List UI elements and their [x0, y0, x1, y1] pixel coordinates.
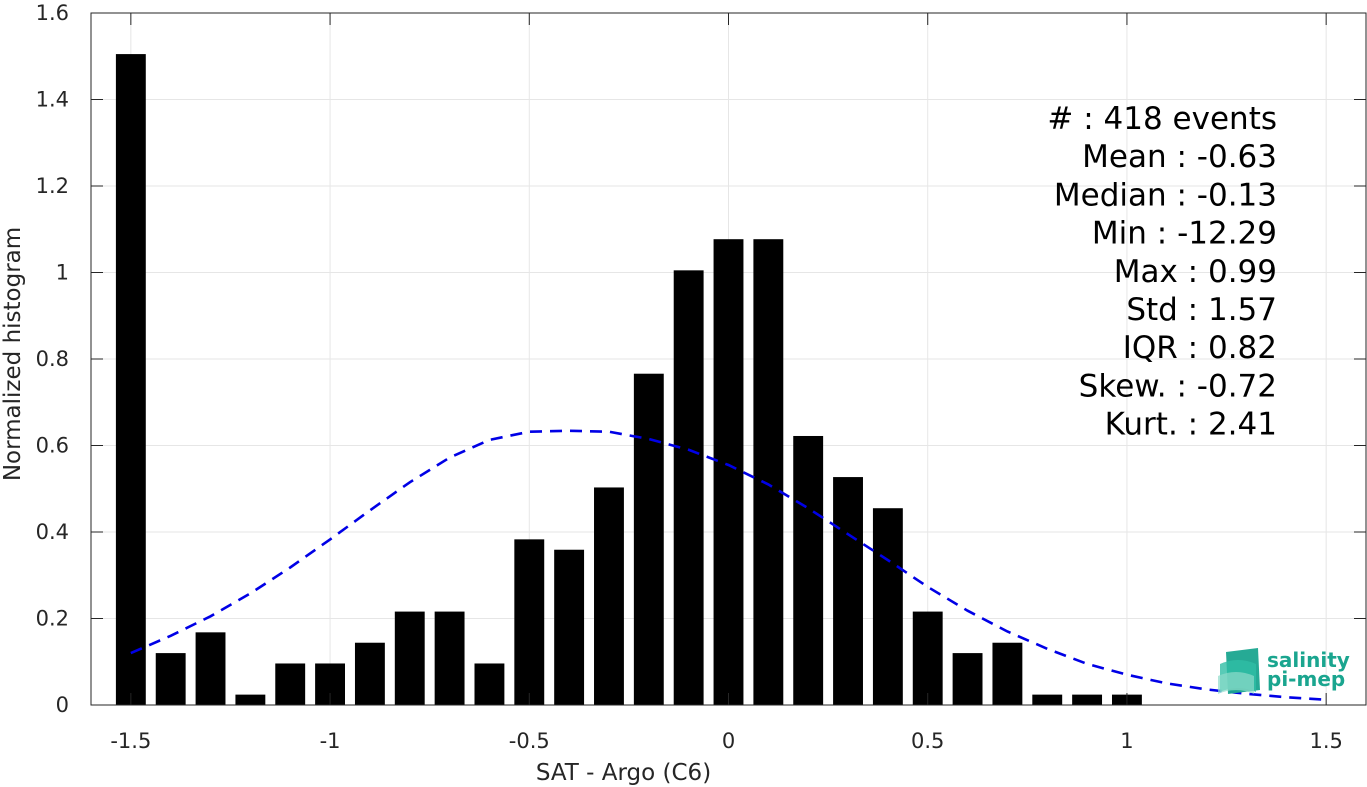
histogram-bar [1032, 694, 1063, 705]
stats-line: Median : -0.13 [1054, 177, 1277, 213]
histogram-bar [195, 632, 226, 705]
y-axis-label: Normalized histogram [0, 227, 26, 481]
histogram-bar [394, 611, 425, 705]
x-tick-label: 1.5 [1309, 729, 1342, 753]
histogram-bar [275, 663, 306, 705]
histogram-bar [952, 653, 983, 705]
logo-text-pi-mep: pi-mep [1267, 667, 1345, 691]
x-tick-label: -1.5 [110, 729, 151, 753]
y-tick-label: 0.8 [36, 347, 69, 371]
histogram-bar [554, 549, 585, 705]
stats-line: Max : 0.99 [1114, 254, 1277, 290]
x-tick-label: -0.5 [509, 729, 550, 753]
histogram-bar [235, 694, 266, 705]
histogram-bar [753, 239, 784, 705]
y-tick-label: 0.6 [36, 434, 69, 458]
histogram-bar [354, 642, 385, 705]
histogram-bar [594, 487, 624, 705]
x-tick-label: 1 [1120, 729, 1133, 753]
y-tick-label: 0 [56, 693, 69, 717]
histogram-bar [155, 653, 186, 705]
stats-line: # : 418 events [1047, 101, 1277, 137]
histogram-bars [115, 54, 1142, 705]
x-tick-label: 0.5 [911, 729, 944, 753]
x-tick-label: 0 [722, 729, 735, 753]
stats-line: Std : 1.57 [1126, 292, 1277, 328]
histogram-bar [115, 54, 146, 705]
stats-line: Mean : -0.63 [1082, 139, 1277, 175]
histogram-bar [474, 663, 505, 705]
y-tick-label: 0.2 [36, 607, 69, 631]
histogram-bar [713, 239, 744, 705]
stats-line: Kurt. : 2.41 [1105, 407, 1277, 443]
y-tick-label: 0.4 [36, 520, 69, 544]
y-tick-label: 1.6 [36, 1, 69, 25]
histogram-bar [514, 539, 545, 705]
wave-logo-icon [1218, 648, 1260, 694]
salinity-pi-mep-logo: salinity pi-mep [1218, 648, 1350, 694]
histogram-bar [793, 435, 824, 705]
stats-line: IQR : 0.82 [1123, 330, 1277, 366]
y-tick-label: 1.4 [36, 88, 69, 112]
x-tick-label: -1 [320, 729, 341, 753]
histogram-bar [992, 642, 1023, 705]
logo-text-salinity: salinity [1267, 648, 1350, 672]
histogram-bar [673, 270, 704, 705]
histogram-bar [633, 373, 664, 705]
y-tick-label: 1.2 [36, 174, 69, 198]
histogram-bar [833, 477, 863, 705]
x-axis-label: SAT - Argo (C6) [536, 760, 711, 786]
histogram-bar [434, 611, 465, 705]
axis-ticks: -1.5 -1 -0.5 0 0.5 1 1.5 0 0.2 0.4 0.6 0.8 1 1.2 1.4 1.… [36, 1, 1366, 753]
y-tick-label: 1 [56, 261, 69, 285]
histogram-bar [872, 508, 903, 705]
stats-line: Skew. : -0.72 [1079, 368, 1277, 404]
gaussian-fit-curve [130, 429, 1327, 702]
histogram-bar [912, 611, 943, 705]
histogram-bar [1072, 694, 1103, 705]
stats-line: Min : -12.29 [1092, 216, 1277, 252]
